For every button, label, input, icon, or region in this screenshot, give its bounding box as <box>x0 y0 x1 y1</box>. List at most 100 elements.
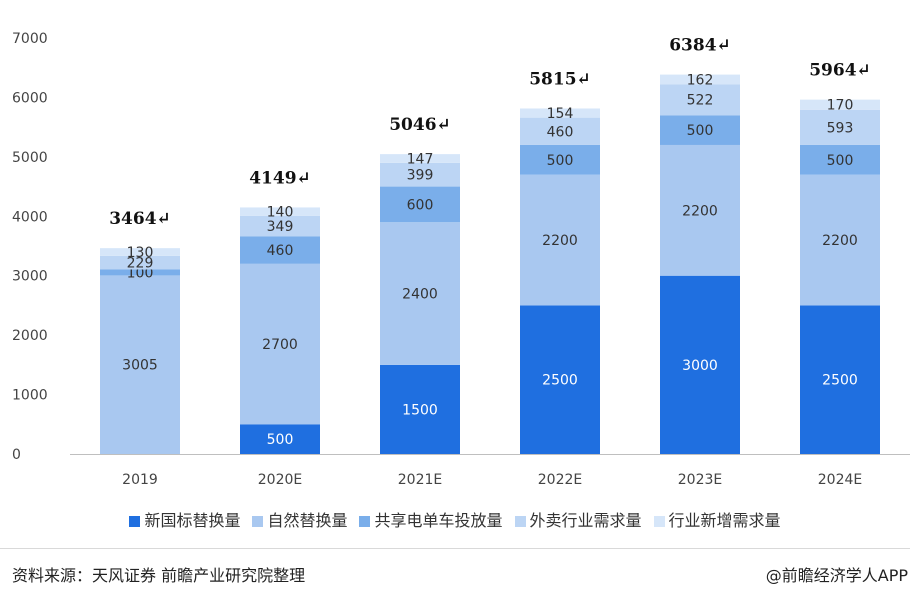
legend-label: 外卖行业需求量 <box>529 511 642 530</box>
legend-label: 自然替换量 <box>267 511 348 530</box>
segment-value-label: 3005 <box>122 358 158 374</box>
y-axis: 0 1000 2000 3000 4000 5000 6000 7000 <box>12 31 48 463</box>
segment-value-label: 522 <box>687 93 714 109</box>
segment-value-label: 2500 <box>542 373 578 389</box>
y-tick-label: 2000 <box>12 328 48 344</box>
bar-segment <box>240 263 320 425</box>
segment-value-label: 500 <box>687 123 714 139</box>
segment-value-label: 2200 <box>682 203 718 219</box>
legend-swatch <box>359 516 371 527</box>
segment-value-label: 140 <box>267 205 294 221</box>
legend-label: 行业新增需求量 <box>668 511 781 530</box>
x-axis: 2019 2020E 2021E 2022E 2023E 2024E <box>70 454 910 488</box>
segment-value-label: 593 <box>827 120 854 136</box>
segment-value-label: 500 <box>267 432 294 448</box>
legend-swatch <box>514 516 526 527</box>
bar-segment <box>800 144 880 175</box>
bar-total-label: 5815↵ <box>529 69 591 89</box>
bar-segment <box>100 255 180 270</box>
legend: 新国标替换量 自然替换量 共享电单车投放量 外卖行业需求量 行业新增需求量 <box>0 507 910 531</box>
bar-segment <box>240 207 320 216</box>
segment-value-label: 154 <box>547 106 574 122</box>
bar-segment <box>100 275 180 454</box>
bar-segment <box>380 154 460 163</box>
y-tick-label: 1000 <box>12 388 48 404</box>
legend-swatch <box>129 516 141 527</box>
bar-segment <box>660 74 740 85</box>
y-tick-label: 7000 <box>12 31 48 47</box>
legend-label: 新国标替换量 <box>144 511 241 530</box>
bar-segment <box>800 305 880 454</box>
x-tick-label: 2022E <box>538 472 582 488</box>
segment-value-label: 2700 <box>262 337 298 353</box>
segment-value-label: 147 <box>407 151 434 167</box>
bar-segment <box>520 108 600 118</box>
y-tick-label: 4000 <box>12 209 48 225</box>
bar-total-label: 4149↵ <box>249 168 311 188</box>
segment-value-label: 1500 <box>402 402 438 418</box>
bar-segment <box>380 186 460 223</box>
segment-value-label: 600 <box>407 197 434 213</box>
segment-value-label: 2500 <box>822 373 858 389</box>
y-tick-label: 6000 <box>12 90 48 106</box>
bar-segment <box>660 275 740 454</box>
segment-value-label: 130 <box>127 245 154 261</box>
x-tick-label: 2024E <box>818 472 862 488</box>
bar-segment <box>800 99 880 110</box>
legend-swatch <box>252 516 264 527</box>
legend-item: 外卖行业需求量 <box>514 507 642 531</box>
legend-item: 共享电单车投放量 <box>359 507 503 531</box>
bar-segment <box>800 109 880 145</box>
legend-label: 共享电单车投放量 <box>374 511 503 530</box>
bar-total-label: 6384↵ <box>669 36 731 56</box>
legend-item: 新国标替换量 <box>129 507 240 531</box>
bar-segment <box>240 215 320 237</box>
y-tick-label: 5000 <box>12 150 48 166</box>
bar-total-label: 5046↵ <box>389 115 451 135</box>
segment-value-label: 3000 <box>682 358 718 374</box>
legend-item: 行业新增需求量 <box>653 507 781 531</box>
segment-value-label: 500 <box>827 153 854 169</box>
bar-segment <box>100 269 180 276</box>
bar-segment <box>520 144 600 175</box>
segment-value-label: 229 <box>127 256 154 272</box>
bar-segment <box>660 84 740 116</box>
y-tick-label: 3000 <box>12 269 48 285</box>
bar-segment <box>100 248 180 256</box>
bar-segment <box>240 236 320 264</box>
legend-item: 自然替换量 <box>252 507 347 531</box>
footer-divider <box>0 548 910 549</box>
segment-value-label: 460 <box>267 243 294 259</box>
segment-value-label: 2200 <box>542 233 578 249</box>
bar-segment <box>800 174 880 306</box>
segment-value-label: 460 <box>547 124 574 140</box>
segment-value-label: 500 <box>547 153 574 169</box>
bar-segment <box>520 117 600 145</box>
bar-segment <box>380 162 460 187</box>
legend-swatch <box>653 516 665 527</box>
segment-value-label: 399 <box>407 168 434 184</box>
bar-segment <box>380 364 460 454</box>
segment-value-label: 2200 <box>822 233 858 249</box>
bar-segment <box>380 222 460 365</box>
segment-value-label: 349 <box>267 219 294 235</box>
source-note: 资料来源：天风证券 前瞻产业研究院整理 <box>12 566 306 585</box>
y-tick-label: 0 <box>12 447 21 463</box>
x-tick-label: 2023E <box>678 472 722 488</box>
segment-value-label: 2400 <box>402 287 438 303</box>
x-tick-label: 2021E <box>398 472 442 488</box>
segment-value-label: 162 <box>687 72 714 88</box>
bar-segment <box>660 144 740 276</box>
segment-value-label: 170 <box>827 98 854 114</box>
bar-total-label: 3464↵ <box>109 209 171 229</box>
bar-segment <box>240 424 320 454</box>
bar-segment <box>520 305 600 454</box>
bar-total-label: 5964↵ <box>809 61 871 81</box>
bar-segment <box>660 115 740 145</box>
brand-credit: @前瞻经济学人APP <box>765 566 908 585</box>
x-tick-label: 2019 <box>122 472 158 488</box>
x-tick-label: 2020E <box>258 472 302 488</box>
bars: 30051002291303464↵50027004603491404149↵1… <box>100 36 880 454</box>
bar-segment <box>520 174 600 306</box>
